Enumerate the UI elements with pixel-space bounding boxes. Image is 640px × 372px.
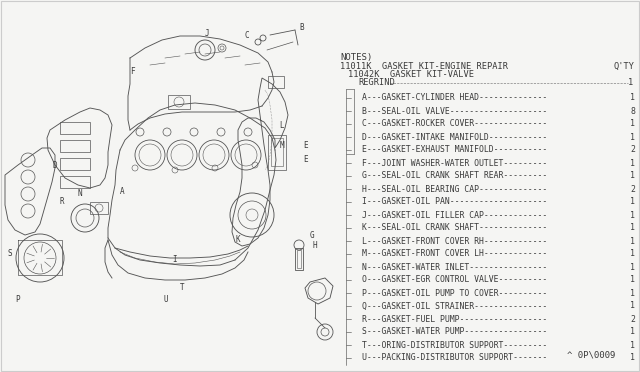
Bar	[268, 135, 286, 170]
Text: K---SEAL-OIL CRANK SHAFT--------------: K---SEAL-OIL CRANK SHAFT--------------	[362, 224, 547, 232]
Text: J: J	[205, 29, 209, 38]
Text: H: H	[313, 241, 317, 250]
Text: M: M	[280, 141, 284, 150]
Text: F: F	[130, 67, 134, 77]
Text: 1: 1	[630, 353, 635, 362]
Text: 11042K  GASKET KIT-VALVE: 11042K GASKET KIT-VALVE	[348, 70, 474, 79]
Text: L---GASKET-FRONT COVER RH-------------: L---GASKET-FRONT COVER RH-------------	[362, 237, 547, 246]
Text: 1: 1	[630, 171, 635, 180]
Text: 11011K  GASKET KIT-ENGINE REPAIR: 11011K GASKET KIT-ENGINE REPAIR	[340, 62, 508, 71]
Text: 1: 1	[630, 250, 635, 259]
Text: Q---GASKET-OIL STRAINER---------------: Q---GASKET-OIL STRAINER---------------	[362, 301, 547, 311]
Text: 1: 1	[628, 78, 633, 87]
Text: N: N	[77, 189, 83, 198]
Text: 2: 2	[630, 145, 635, 154]
Text: T---ORING-DISTRIBUTOR SUPPORT---------: T---ORING-DISTRIBUTOR SUPPORT---------	[362, 340, 547, 350]
Text: 1: 1	[630, 224, 635, 232]
Text: 2: 2	[630, 314, 635, 324]
Bar	[268, 76, 284, 88]
Text: S: S	[8, 248, 12, 257]
Text: U---PACKING-DISTRIBUTOR SUPPORT-------: U---PACKING-DISTRIBUTOR SUPPORT-------	[362, 353, 547, 362]
Text: 1: 1	[630, 301, 635, 311]
Text: O---GASKET-EGR CONTROL VALVE----------: O---GASKET-EGR CONTROL VALVE----------	[362, 276, 547, 285]
Text: M---GASKET-FRONT COVER LH-------------: M---GASKET-FRONT COVER LH-------------	[362, 250, 547, 259]
Text: A: A	[120, 187, 124, 196]
Text: I---GASKET-OIL PAN--------------------: I---GASKET-OIL PAN--------------------	[362, 198, 547, 206]
Text: ^ 0P\0009: ^ 0P\0009	[566, 351, 615, 360]
Text: REGRIND: REGRIND	[358, 78, 395, 87]
Text: H---SEAL-OIL BEARING CAP--------------: H---SEAL-OIL BEARING CAP--------------	[362, 185, 547, 193]
Text: D: D	[52, 160, 58, 170]
Text: G---SEAL-OIL CRANK SHAFT REAR---------: G---SEAL-OIL CRANK SHAFT REAR---------	[362, 171, 547, 180]
Text: K: K	[236, 235, 240, 244]
Text: 1: 1	[630, 289, 635, 298]
Text: C: C	[244, 32, 250, 41]
Text: G: G	[310, 231, 314, 240]
Bar	[90, 202, 108, 214]
Bar	[60, 176, 90, 188]
Text: 1: 1	[630, 119, 635, 128]
Text: Q'TY: Q'TY	[614, 62, 635, 71]
Bar	[168, 95, 190, 109]
Text: E---GASKET-EXHAUST MANIFOLD-----------: E---GASKET-EXHAUST MANIFOLD-----------	[362, 145, 547, 154]
Text: 1: 1	[630, 276, 635, 285]
Text: S---GASKET-WATER PUMP-----------------: S---GASKET-WATER PUMP-----------------	[362, 327, 547, 337]
Text: P: P	[16, 295, 20, 305]
Text: R---GASKET-FUEL PUMP------------------: R---GASKET-FUEL PUMP------------------	[362, 314, 547, 324]
Text: T: T	[180, 283, 184, 292]
Text: E: E	[304, 155, 308, 164]
Text: R: R	[60, 198, 64, 206]
Text: A---GASKET-CYLINDER HEAD--------------: A---GASKET-CYLINDER HEAD--------------	[362, 93, 547, 103]
Bar	[297, 250, 301, 268]
Text: L: L	[280, 121, 284, 129]
Text: B---SEAL-OIL VALVE--------------------: B---SEAL-OIL VALVE--------------------	[362, 106, 547, 115]
Text: D---GASKET-INTAKE MANIFOLD------------: D---GASKET-INTAKE MANIFOLD------------	[362, 132, 547, 141]
Text: P---GASKET-OIL PUMP TO COVER----------: P---GASKET-OIL PUMP TO COVER----------	[362, 289, 547, 298]
Text: 1: 1	[630, 263, 635, 272]
Text: 8: 8	[630, 106, 635, 115]
Text: 1: 1	[630, 237, 635, 246]
Text: NOTES): NOTES)	[340, 53, 372, 62]
Text: E: E	[304, 141, 308, 150]
Text: C---GASKET-ROCKER COVER---------------: C---GASKET-ROCKER COVER---------------	[362, 119, 547, 128]
Text: 1: 1	[630, 198, 635, 206]
Bar	[271, 138, 283, 166]
Text: 1: 1	[630, 340, 635, 350]
Text: F---JOINT WASHER-WATER OUTLET---------: F---JOINT WASHER-WATER OUTLET---------	[362, 158, 547, 167]
Text: 2: 2	[630, 185, 635, 193]
Bar	[295, 248, 303, 270]
Text: 1: 1	[630, 158, 635, 167]
Text: 1: 1	[630, 93, 635, 103]
Bar	[60, 122, 90, 134]
Text: U: U	[164, 295, 168, 305]
Text: 1: 1	[630, 132, 635, 141]
Bar	[60, 140, 90, 152]
Text: I: I	[173, 256, 177, 264]
Text: N---GASKET-WATER INLET----------------: N---GASKET-WATER INLET----------------	[362, 263, 547, 272]
Text: J---GASKET-OIL FILLER CAP-------------: J---GASKET-OIL FILLER CAP-------------	[362, 211, 547, 219]
Bar	[60, 158, 90, 170]
Text: 1: 1	[630, 327, 635, 337]
Text: 1: 1	[630, 211, 635, 219]
Text: B: B	[300, 22, 304, 32]
